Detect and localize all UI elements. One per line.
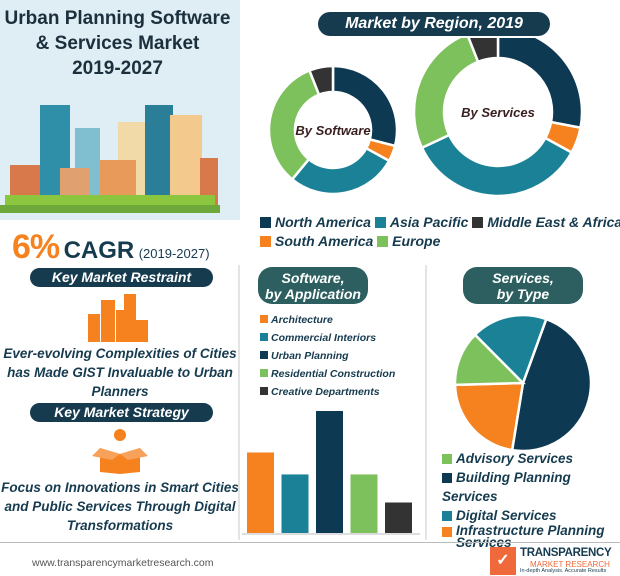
software-app-heading: Software, by Application: [258, 267, 368, 304]
services-pie-slice-infrastructure-planning-services: [453, 381, 525, 452]
services-pie-slice-building-planning-services: [510, 317, 593, 452]
legend-swatch: [260, 236, 271, 247]
bar-residential-construction: [350, 474, 378, 533]
heading-line: Software,: [281, 270, 345, 286]
legend-label: Architecture: [271, 314, 333, 326]
services-donut-center-label: By Services: [461, 105, 535, 120]
legend-label: Asia Pacific: [389, 214, 469, 230]
legend-label: Commercial Interiors: [271, 332, 377, 344]
bar-chart: [242, 411, 420, 535]
restraint-heading: Key Market Restraint: [30, 268, 213, 287]
legend-swatch: [260, 217, 271, 228]
cagr-label: CAGR: [63, 237, 135, 264]
legend-swatch: [260, 369, 268, 377]
legend-swatch: [260, 351, 268, 359]
brand-logo: ✓ TRANSPARENCY MARKET RESEARCH In-depth …: [490, 547, 615, 575]
legend-item: Urban Planning: [260, 347, 395, 365]
legend-item: Europe: [377, 233, 440, 249]
region-donut-charts: By Software By Services: [267, 38, 584, 198]
divider: [425, 265, 427, 540]
bar-creative-departments: [385, 502, 412, 533]
bar-commercial-interiors: [281, 474, 309, 533]
services-pie-slice-digital-services: [473, 313, 548, 386]
footer-url[interactable]: www.transparencymarketresearch.com: [32, 557, 214, 569]
legend-item: Digital Services: [442, 506, 617, 525]
legend-label: Creative Departments: [271, 386, 380, 398]
footer-divider: [0, 542, 620, 543]
legend-swatch: [442, 454, 452, 464]
legend-label: Urban Planning: [271, 350, 349, 362]
restraint-text: Ever-evolving Complexities of Cities has…: [3, 346, 237, 399]
software-donut-slice-middle-east-africa: [307, 64, 335, 97]
legend-item: South America: [260, 233, 373, 249]
legend-swatch: [442, 527, 452, 537]
legend-swatch: [442, 511, 452, 521]
strategy-heading: Key Market Strategy: [30, 403, 213, 422]
services-legend: Advisory Services Building Planning Serv…: [442, 449, 617, 549]
heading-line: by Application: [265, 286, 361, 302]
legend-item: Middle East & Africa: [472, 214, 620, 230]
legend-label: South America: [275, 233, 374, 249]
legend-item: Advisory Services: [442, 449, 617, 468]
services-type-heading: Services, by Type: [463, 267, 583, 304]
divider: [238, 265, 240, 540]
cagr: 6% CAGR (2019-2027): [12, 228, 210, 267]
services-donut-slice-asia-pacific: [420, 133, 574, 198]
logo-mark-icon: ✓: [490, 547, 516, 575]
heading-line: by Type: [496, 286, 550, 302]
bar-urban-planning: [316, 411, 343, 533]
strategy-text: Focus on Innovations in Smart Cities and…: [1, 480, 239, 533]
legend-swatch: [260, 315, 268, 323]
legend-label: Advisory Services: [456, 451, 574, 466]
software-donut-center-label: By Software: [295, 123, 370, 138]
legend-item: North America: [260, 214, 371, 230]
page-title: Urban Planning Software & Services Marke…: [0, 6, 235, 81]
legend-item: Infrastructure Planning Services: [442, 523, 617, 550]
legend-label: Europe: [392, 233, 441, 249]
title-line: Urban Planning Software: [4, 8, 231, 29]
legend-swatch: [260, 387, 268, 395]
legend-swatch: [442, 473, 452, 483]
legend-swatch: [260, 333, 268, 341]
software-donut-slice-asia-pacific: [290, 146, 391, 196]
services-donut-slice-middle-east-africa: [467, 38, 500, 64]
legend-swatch: [374, 217, 386, 228]
heading-line: Services,: [492, 270, 554, 286]
services-pie-chart: [453, 313, 593, 452]
cagr-period: (2019-2027): [138, 246, 210, 261]
legend-item: Asia Pacific: [374, 214, 469, 230]
buildings-icon: [88, 294, 148, 342]
idea-box-icon: [92, 429, 148, 474]
bar-architecture: [247, 452, 274, 533]
legend-label: Digital Services: [456, 508, 557, 523]
legend-item: Building Planning Services: [442, 468, 617, 506]
title-line: & Services Market: [35, 33, 200, 54]
legend-item: Architecture: [260, 311, 395, 329]
services-donut-slice-europe: [412, 38, 480, 150]
legend-label: North America: [275, 214, 371, 230]
legend-item: Creative Departments: [260, 383, 395, 401]
title-line: 2019-2027: [72, 58, 163, 79]
region-heading: Market by Region, 2019: [318, 12, 550, 36]
bar-legend: Architecture Commercial Interiors Urban Pl…: [260, 311, 395, 401]
legend-label: Infrastructure Planning Services: [456, 523, 605, 550]
legend-label: Building Planning Services: [442, 470, 571, 504]
cagr-value: 6%: [12, 228, 60, 266]
legend-swatch: [377, 236, 389, 247]
legend-item: Commercial Interiors: [260, 329, 395, 347]
legend-item: Residential Construction: [260, 365, 395, 383]
legend-label: Residential Construction: [271, 368, 396, 380]
legend-swatch: [472, 217, 484, 228]
legend-label: Middle East & Africa: [487, 214, 620, 230]
region-legend: North America Asia Pacific Middle East &…: [260, 214, 620, 249]
